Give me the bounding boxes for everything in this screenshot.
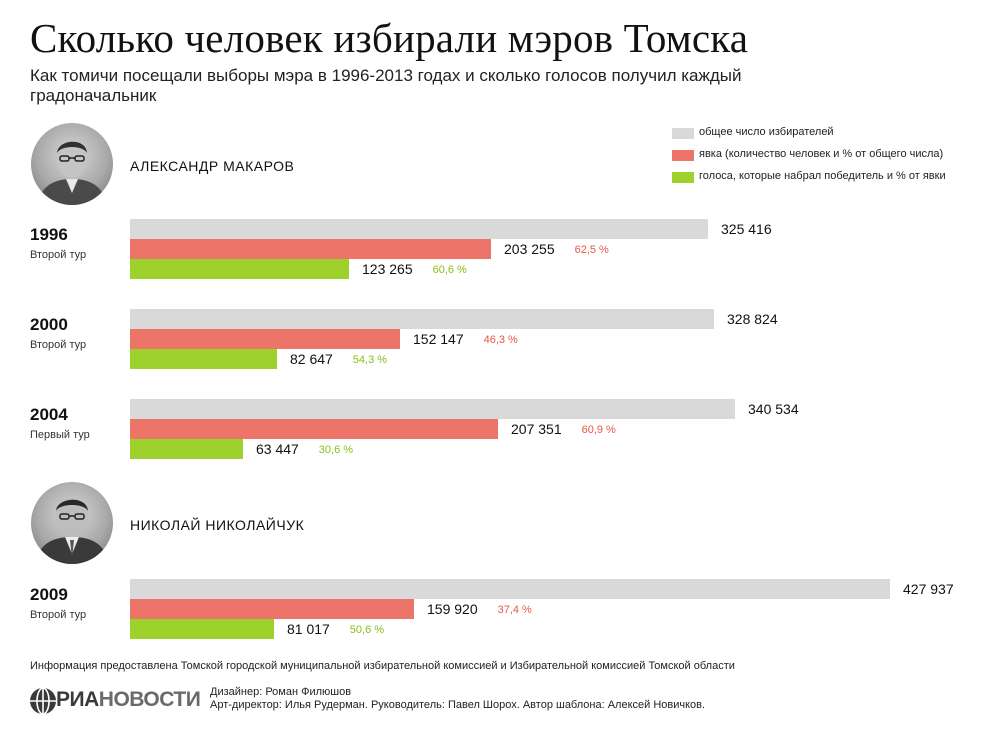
legend-label-turnout: явка (количество человек и % от общего ч…: [699, 148, 944, 160]
value-label-turnout: 152 147: [413, 331, 464, 347]
legend-swatch-total: [672, 128, 694, 139]
value-label-turnout: 207 351: [511, 421, 562, 437]
round-label: Второй тур: [30, 339, 87, 351]
bar-total: [130, 219, 708, 239]
bar-total: [130, 579, 890, 599]
bar-winner: [130, 439, 243, 459]
source-note: Информация предоставлена Томской городск…: [30, 660, 735, 672]
credits: Дизайнер: Роман Филюшов Арт-директор: Ил…: [210, 686, 705, 712]
credits-team: Арт-директор: Илья Рудерман. Руководител…: [210, 699, 706, 711]
percent-label-winner: 50,6 %: [349, 624, 385, 636]
page-title: Сколько человек избирали мэров Томска: [30, 15, 749, 61]
percent-label-winner: 54,3 %: [352, 354, 388, 366]
globe-icon: [30, 687, 56, 715]
legend-swatch-turnout: [672, 150, 694, 161]
value-label-total: 340 534: [748, 401, 799, 417]
percent-label-winner: 30,6 %: [318, 444, 354, 456]
logo-text-light: НОВОСТИ: [98, 688, 201, 711]
person-photo-icon: [35, 498, 109, 564]
percent-label-turnout: 46,3 %: [483, 334, 518, 346]
percent-label-turnout: 62,5 %: [574, 244, 609, 256]
year-label: 1996: [30, 225, 68, 244]
value-label-total: 325 416: [721, 221, 772, 237]
bar-turnout: [130, 239, 491, 259]
person-name-makarov: АЛЕКСАНДР МАКАРОВ: [130, 158, 295, 174]
value-label-winner: 63 447: [256, 441, 299, 457]
percent-label-winner: 60,6 %: [432, 264, 467, 276]
value-label-winner: 123 265: [362, 261, 413, 277]
round-label: Второй тур: [30, 249, 87, 261]
legend-label-total: общее число избирателей: [699, 126, 834, 138]
percent-label-turnout: 37,4 %: [497, 604, 532, 616]
bar-turnout: [130, 599, 414, 619]
percent-label-turnout: 60,9 %: [581, 424, 616, 436]
bar-total: [130, 309, 714, 329]
logo-text-bold: РИА: [56, 688, 99, 711]
year-label: 2000: [30, 315, 68, 334]
portrait-nikolaichuk: [31, 482, 113, 564]
subtitle: Как томичи посещали выборы мэра в 1996-2…: [30, 66, 742, 105]
logo-text: РИАНОВОСТИ: [56, 688, 201, 712]
legend-swatch-winner: [672, 172, 694, 183]
bar-winner: [130, 619, 274, 639]
value-label-turnout: 159 920: [427, 601, 478, 617]
portrait-makarov: [31, 123, 113, 205]
person-name-nikolaichuk: НИКОЛАЙ НИКОЛАЙЧУК: [130, 517, 305, 533]
year-label: 2009: [30, 585, 68, 604]
value-label-turnout: 203 255: [504, 241, 555, 257]
value-label-total: 427 937: [903, 581, 954, 597]
bar-winner: [130, 349, 277, 369]
year-label: 2004: [30, 405, 68, 424]
round-label: Второй тур: [30, 609, 87, 621]
credits-designer: Дизайнер: Роман Филюшов: [210, 686, 352, 698]
bar-turnout: [130, 329, 400, 349]
value-label-winner: 82 647: [290, 351, 333, 367]
bar-total: [130, 399, 735, 419]
person-photo-icon: [37, 140, 107, 205]
legend-label-winner: голоса, которые набрал победитель и % от…: [699, 170, 946, 182]
round-label: Первый тур: [30, 429, 90, 441]
bar-winner: [130, 259, 349, 279]
bar-turnout: [130, 419, 498, 439]
value-label-total: 328 824: [727, 311, 778, 327]
value-label-winner: 81 017: [287, 621, 330, 637]
